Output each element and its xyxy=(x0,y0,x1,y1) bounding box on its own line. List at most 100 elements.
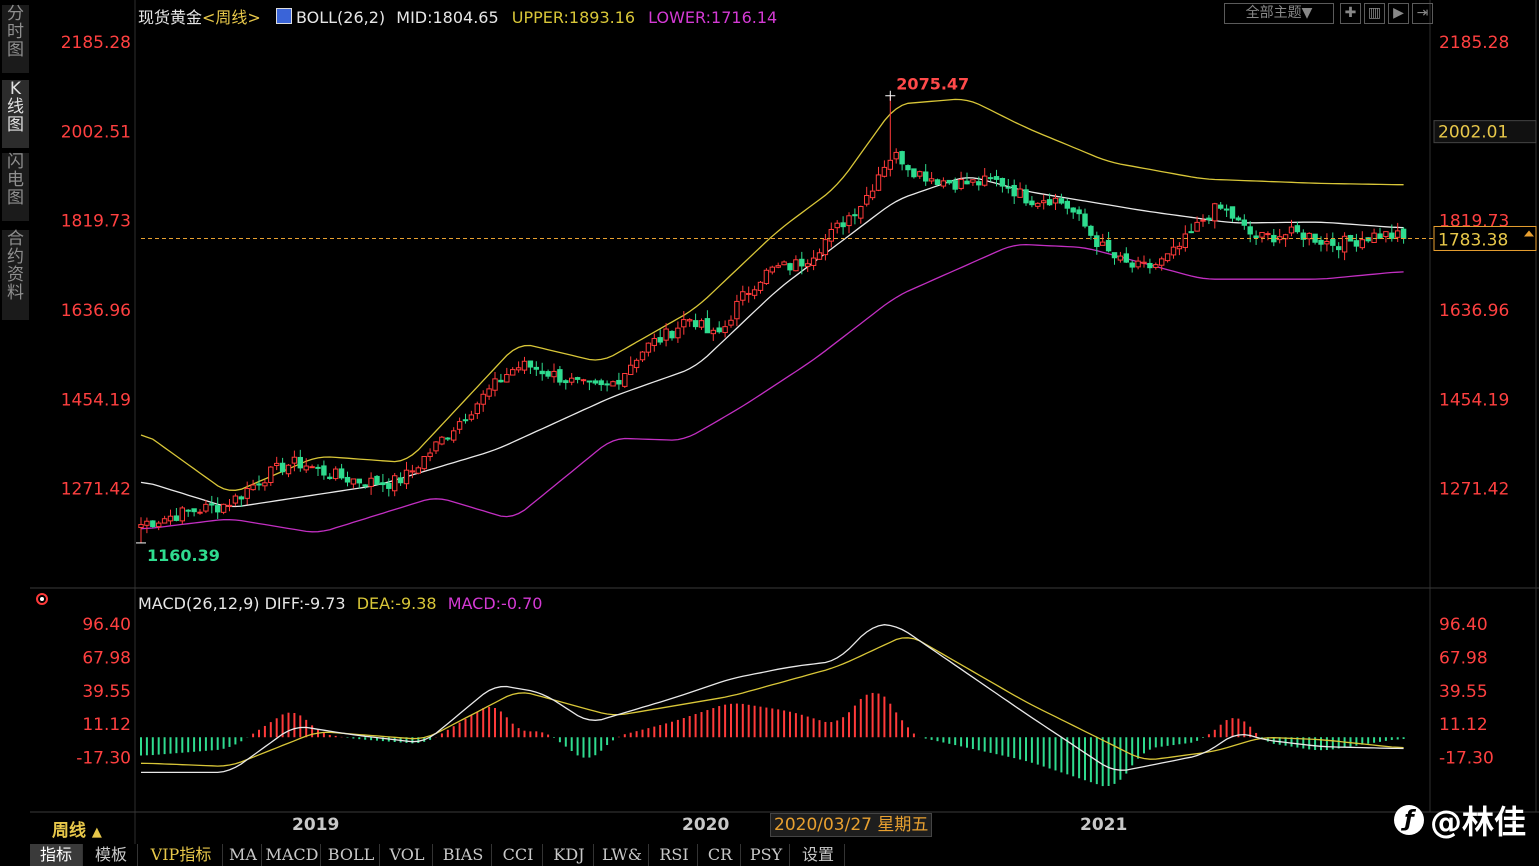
candle-body-135 xyxy=(934,179,941,185)
candle-body-186 xyxy=(1235,217,1242,221)
candle-body-183 xyxy=(1218,204,1224,209)
candle-body-169 xyxy=(1135,260,1141,268)
candle-body-214 xyxy=(1400,228,1407,239)
period-switch[interactable]: 周线 ▲ xyxy=(52,816,102,841)
candle-body-129 xyxy=(899,151,905,165)
candle-body-180 xyxy=(1200,219,1206,222)
sidebar-item-flash-chart[interactable]: 闪电图 xyxy=(2,153,29,221)
play-icon[interactable]: ▶ xyxy=(1388,3,1409,24)
candle-body-71 xyxy=(557,369,563,383)
candle-body-132 xyxy=(917,171,923,177)
tab-4[interactable]: MA xyxy=(225,844,262,866)
candle-body-91 xyxy=(675,327,681,339)
macd-y-tick-left-3: 11.12 xyxy=(82,715,131,735)
candle-body-106 xyxy=(763,269,770,285)
candle-body-74 xyxy=(574,377,581,380)
candle-body-196 xyxy=(1294,225,1301,233)
candle-body-16 xyxy=(232,495,239,504)
candle-body-201 xyxy=(1324,240,1330,245)
candle-body-33 xyxy=(333,468,339,480)
candle-body-13 xyxy=(215,505,221,513)
candle-body-88 xyxy=(657,337,663,343)
tab-7[interactable]: VOL xyxy=(382,844,433,866)
candle-body-211 xyxy=(1383,231,1389,238)
current-price-box xyxy=(1433,225,1537,251)
diff-line xyxy=(141,624,1404,774)
tab-15[interactable]: 设置 xyxy=(792,844,845,866)
theme-selector[interactable]: 全部主题▼ xyxy=(1224,3,1334,24)
candle-body-17 xyxy=(238,496,245,500)
candle-body-142 xyxy=(976,181,982,186)
settings-icon[interactable] xyxy=(36,593,48,605)
x-label-2021: 2021 xyxy=(1080,815,1128,835)
candle-body-12 xyxy=(209,503,215,506)
sidebar-item-contract-info[interactable]: 合约资料 xyxy=(2,230,29,320)
candle-body-19 xyxy=(250,484,256,491)
candle-body-101 xyxy=(734,300,740,320)
candle-body-62 xyxy=(504,374,510,383)
candle-body-122 xyxy=(858,205,864,219)
candle-body-25 xyxy=(285,464,292,475)
candle-body-93 xyxy=(687,319,693,322)
candle-body-21 xyxy=(262,482,268,487)
current-price-arrow xyxy=(1524,230,1534,237)
candle-body-2 xyxy=(150,520,156,528)
candle-body-63 xyxy=(510,369,516,376)
candle-body-187 xyxy=(1241,219,1247,226)
candle-body-79 xyxy=(604,383,610,386)
candle-body-119 xyxy=(840,222,846,228)
macd-y-tick-right-0: 96.40 xyxy=(1439,615,1488,635)
candle-body-34 xyxy=(338,468,345,479)
tab-12[interactable]: RSI xyxy=(651,844,698,866)
candle-body-134 xyxy=(928,178,935,182)
macd-lines xyxy=(140,624,1404,774)
tab-1[interactable]: 指标 xyxy=(30,844,83,866)
candle-body-6 xyxy=(173,515,180,521)
candle-body-26 xyxy=(291,456,298,464)
candle-body-58 xyxy=(480,393,486,405)
candle-body-126 xyxy=(881,166,888,177)
candle-body-42 xyxy=(386,482,392,489)
tab-11[interactable]: LW& xyxy=(596,844,649,866)
tab-8[interactable]: BIAS xyxy=(435,844,492,866)
candle-body-107 xyxy=(769,266,775,273)
macd-dea-value: DEA:-9.38 xyxy=(356,594,437,613)
tab-13[interactable]: CR xyxy=(700,844,741,866)
candle-body-155 xyxy=(1052,197,1059,204)
candle-body-124 xyxy=(869,190,876,199)
tab-10[interactable]: KDJ xyxy=(545,844,594,866)
candle-body-109 xyxy=(781,261,787,266)
candle-body-28 xyxy=(303,465,309,471)
candle-body-133 xyxy=(923,171,929,182)
bar-chart-icon[interactable]: ▥ xyxy=(1364,3,1385,24)
tab-2[interactable]: 模板 xyxy=(85,844,138,866)
tab-5[interactable]: MACD xyxy=(264,844,321,866)
watermark: ƒ @林佳 xyxy=(1394,797,1526,843)
tab-14[interactable]: PSY xyxy=(743,844,790,866)
sidebar-item-label: 闪电图 xyxy=(7,152,24,208)
candle-body-161 xyxy=(1088,225,1094,236)
macd-y-tick-left-2: 39.55 xyxy=(82,682,131,702)
low-label: 1160.39 xyxy=(147,546,220,565)
sidebar-item-timeshare[interactable]: 分时图 xyxy=(2,5,29,73)
candle-body-29 xyxy=(309,466,315,469)
candle-body-96 xyxy=(704,318,711,334)
candle-body-207 xyxy=(1359,239,1365,249)
candle-body-57 xyxy=(474,403,481,415)
crosshair-icon[interactable]: ✚ xyxy=(1340,3,1361,24)
candle-body-11 xyxy=(203,503,209,512)
tab-3[interactable]: VIP指标 xyxy=(140,844,223,866)
marker-box xyxy=(1433,120,1537,144)
candle-body-156 xyxy=(1058,198,1065,204)
tab-6[interactable]: BOLL xyxy=(323,844,380,866)
candle-body-40 xyxy=(374,475,380,485)
boll-lines xyxy=(140,98,1404,533)
candle-body-64 xyxy=(515,367,522,371)
candle-body-68 xyxy=(539,370,545,375)
candle-body-90 xyxy=(669,330,675,339)
export-icon[interactable]: ⇥ xyxy=(1412,3,1433,24)
candle-body-14 xyxy=(220,503,227,513)
tab-9[interactable]: CCI xyxy=(494,844,543,866)
axis-labels: 2185.282185.282002.512002.511819.731819.… xyxy=(61,33,1537,769)
